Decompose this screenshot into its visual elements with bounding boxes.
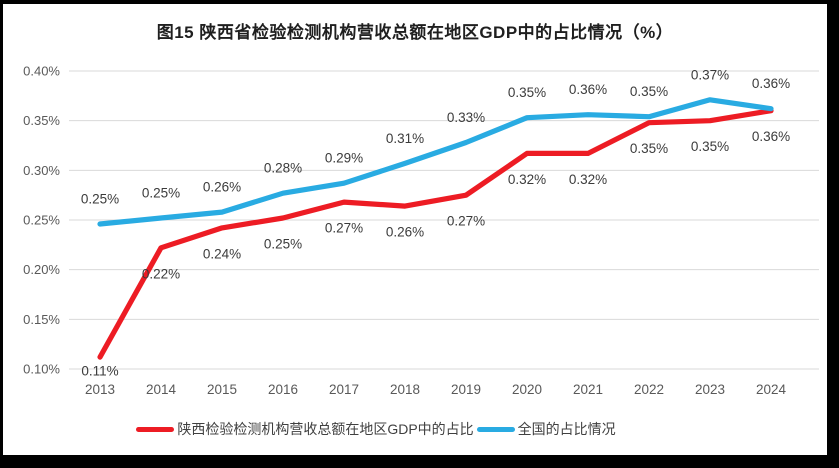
x-tick-label: 2021 (573, 382, 603, 397)
data-label-shaanxi-2017: 0.27% (325, 221, 363, 236)
data-label-shaanxi-2015: 0.24% (203, 246, 241, 261)
data-label-shaanxi-2013: 0.11% (81, 364, 118, 379)
data-label-shaanxi-2024: 0.36% (752, 129, 790, 144)
y-tick-label: 0.15% (23, 312, 60, 327)
y-tick-label: 0.35% (23, 113, 60, 128)
data-label-shaanxi-2018: 0.26% (386, 225, 424, 240)
data-label-national-2018: 0.31% (386, 131, 424, 146)
data-label-national-2013: 0.25% (81, 191, 119, 206)
data-label-shaanxi-2020: 0.32% (508, 172, 546, 187)
x-tick-label: 2024 (756, 382, 787, 397)
x-tick-label: 2014 (146, 382, 177, 397)
data-label-shaanxi-2014: 0.22% (142, 266, 180, 281)
data-label-national-2024: 0.36% (752, 76, 790, 91)
data-label-national-2015: 0.26% (203, 180, 241, 195)
data-label-national-2023: 0.37% (691, 67, 729, 82)
data-label-shaanxi-2016: 0.25% (264, 237, 302, 252)
line-chart: 0.40% 0.35% 0.30% 0.25% 0.20% 0.15% 0.10% 2013 2… (23, 64, 819, 397)
x-tick-label: 2017 (329, 382, 359, 397)
series-line-shaanxi (97, 108, 774, 360)
x-tick-label: 2018 (390, 382, 420, 397)
data-label-national-2014: 0.25% (142, 186, 180, 201)
data-label-national-2016: 0.28% (264, 161, 302, 176)
y-tick-label: 0.10% (23, 362, 60, 377)
y-tick-label: 0.25% (23, 213, 60, 228)
x-tick-label: 2013 (85, 382, 115, 397)
data-label-national-2020: 0.35% (508, 85, 546, 100)
data-label-shaanxi-2023: 0.35% (691, 139, 729, 154)
data-label-shaanxi-2021: 0.32% (569, 172, 607, 187)
chart-card: 图15 陕西省检验检测机构营收总额在地区GDP中的占比情况（%） 0.40% 0.… (3, 4, 827, 455)
x-tick-label: 2020 (512, 382, 542, 397)
x-tick-label: 2022 (634, 382, 664, 397)
legend: 陕西检验检测机构营收总额在地区GDP中的占比 全国的占比情况 (0, 419, 788, 439)
legend-swatch-national-line (476, 426, 515, 432)
x-tick-label: 2023 (695, 382, 725, 397)
data-label-national-2022: 0.35% (630, 84, 668, 99)
x-tick-label: 2019 (451, 382, 481, 397)
series-line-national (97, 97, 774, 227)
x-tick-label: 2016 (268, 382, 298, 397)
y-tick-label: 0.30% (23, 163, 60, 178)
y-tick-label: 0.20% (23, 262, 60, 277)
data-label-shaanxi-2022: 0.35% (630, 141, 668, 156)
y-tick-label: 0.40% (23, 64, 60, 79)
x-tick-label: 2015 (207, 382, 237, 397)
data-label-shaanxi-2019: 0.27% (447, 214, 485, 229)
data-label-national-2019: 0.33% (447, 110, 485, 125)
data-label-national-2017: 0.29% (325, 151, 363, 166)
chart-title: 图15 陕西省检验检测机构营收总额在地区GDP中的占比情况（%） (156, 23, 674, 42)
legend-label-shaanxi: 陕西检验检测机构营收总额在地区GDP中的占比 (177, 421, 474, 437)
legend-swatch-shaanxi-line (136, 426, 175, 432)
data-label-national-2021: 0.36% (569, 82, 607, 97)
legend-label-national: 全国的占比情况 (517, 421, 616, 437)
